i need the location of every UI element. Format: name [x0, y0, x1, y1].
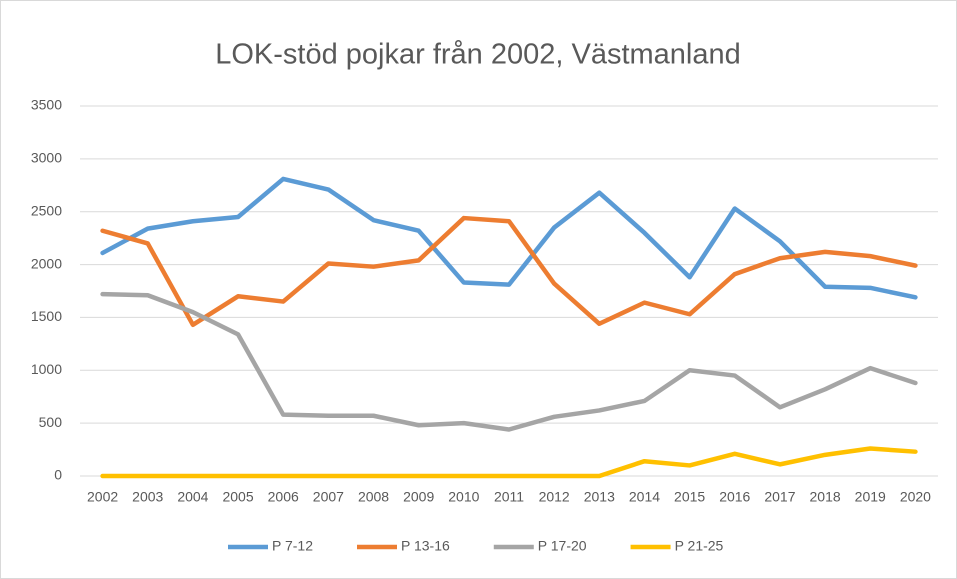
- chart-title: LOK-stöd pojkar från 2002, Västmanland: [215, 39, 741, 71]
- x-tick-label: 2016: [719, 489, 750, 505]
- y-tick-label: 0: [54, 467, 62, 483]
- legend-label: P 7-12: [272, 538, 313, 554]
- x-tick-label: 2008: [358, 489, 389, 505]
- y-tick-label: 1000: [31, 361, 62, 377]
- x-tick-label: 2006: [268, 489, 299, 505]
- series-line: [100, 291, 918, 432]
- legend-label: P 13-16: [401, 538, 450, 554]
- y-tick-label: 2500: [31, 202, 62, 218]
- legend-label: P 17-20: [538, 538, 587, 554]
- x-tick-label: 2013: [584, 489, 615, 505]
- series-line: [100, 176, 918, 300]
- x-tick-label: 2017: [764, 489, 795, 505]
- x-tick-label: 2020: [900, 489, 931, 505]
- x-tick-label: 2014: [629, 489, 660, 505]
- x-tick-label: 2010: [448, 489, 479, 505]
- x-tick-label: 2015: [674, 489, 705, 505]
- x-tick-label: 2002: [87, 489, 118, 505]
- legend-label: P 21-25: [675, 538, 724, 554]
- x-tick-label: 2019: [855, 489, 886, 505]
- y-tick-label: 3000: [31, 150, 62, 166]
- x-tick-label: 2005: [222, 489, 253, 505]
- x-tick-label: 2011: [494, 489, 524, 505]
- series-line: [100, 215, 918, 328]
- x-tick-label: 2004: [177, 489, 208, 505]
- y-tick-label: 500: [39, 414, 63, 430]
- x-tick-label: 2009: [403, 489, 434, 505]
- y-tick-label: 1500: [31, 308, 62, 324]
- x-tick-label: 2018: [810, 489, 841, 505]
- series-line: [100, 446, 918, 479]
- y-tick-label: 2000: [31, 255, 62, 271]
- y-tick-label: 3500: [31, 97, 62, 113]
- x-tick-label: 2003: [132, 489, 163, 505]
- x-tick-label: 2007: [313, 489, 344, 505]
- x-tick-label: 2012: [539, 489, 570, 505]
